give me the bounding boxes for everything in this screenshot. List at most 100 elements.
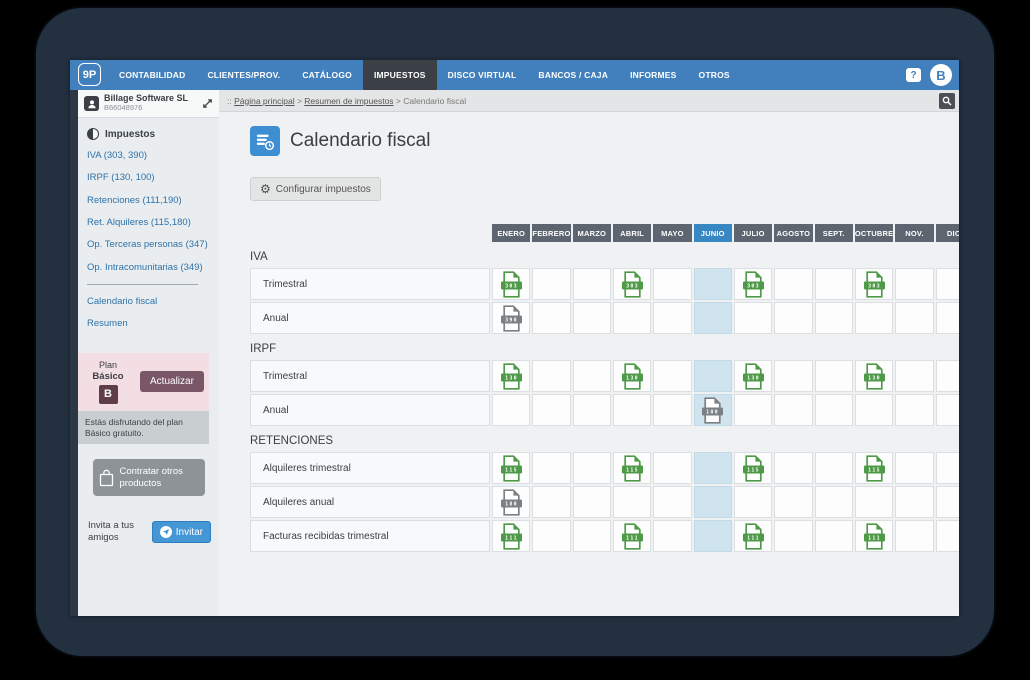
calendar-cell-retenciones-alquileres-anual-mayo (653, 486, 692, 518)
calendar-cell-retenciones-alquileres-anual-enero: 180 (492, 486, 531, 518)
svg-text:303: 303 (747, 283, 760, 289)
calendar-cell-irpf-trimestral-enero: 130 (492, 360, 531, 392)
tax-form-303-icon[interactable]: 303 (621, 270, 644, 298)
tax-form-100-icon[interactable]: 100 (701, 396, 724, 424)
calendar-cell-retenciones-alquileres-trimestral-nov (895, 452, 934, 484)
sidebar-link-resumen[interactable]: Resumen (87, 318, 128, 330)
help-icon[interactable]: ? (906, 68, 921, 82)
tax-form-303-icon[interactable]: 303 (500, 270, 523, 298)
nav-item-otros[interactable]: OTROS (698, 70, 730, 80)
calendar-cell-irpf-trimestral-nov (895, 360, 934, 392)
calendar-cell-retenciones-alquileres-trimestral-mayo (653, 452, 692, 484)
sidebar-link-retenciones-111-190[interactable]: Retenciones (111,190) (87, 194, 182, 206)
nav-item-contabilidad[interactable]: CONTABILIDAD (119, 70, 186, 80)
month-header-nov[interactable]: NOV. (895, 224, 934, 242)
tax-form-130-icon[interactable]: 130 (621, 362, 644, 390)
month-header-febrero[interactable]: FEBRERO (532, 224, 571, 242)
calendar-cell-retenciones-facturas-recibidas-trimestral-mayo (653, 520, 692, 552)
month-header-junio[interactable]: JUNIO (693, 224, 732, 242)
sidebar-link-calendario-fiscal[interactable]: Calendario fiscal (87, 296, 158, 308)
section-title-irpf: IRPF (250, 343, 277, 355)
calendar-cell-retenciones-alquileres-trimestral-junio (693, 452, 732, 484)
tax-form-115-icon[interactable]: 115 (742, 454, 765, 482)
plan-label: Plan Básico B (83, 360, 133, 404)
tax-form-111-icon[interactable]: 111 (742, 522, 765, 550)
calendar-row-label-alquileres-trimestral: Alquileres trimestral (250, 452, 490, 484)
calendar-cell-irpf-trimestral-julio: 130 (733, 360, 773, 392)
month-header-mayo[interactable]: MAYO (653, 224, 692, 242)
svg-text:115: 115 (626, 467, 639, 473)
tax-form-390-icon[interactable]: 390 (500, 304, 523, 332)
page-title: Calendario fiscal (290, 130, 431, 151)
calendar-cell-retenciones-facturas-recibidas-trimestral-agosto (774, 520, 813, 552)
calendar-cell-irpf-trimestral-dic (935, 360, 959, 392)
calendar-cell-retenciones-facturas-recibidas-trimestral-enero: 111 (492, 520, 531, 552)
user-avatar[interactable]: B (930, 64, 952, 86)
tax-form-111-icon[interactable]: 111 (863, 522, 886, 550)
search-button[interactable] (939, 92, 955, 109)
calendar-cell-irpf-anual-mayo (653, 394, 692, 426)
breadcrumb-link-p-gina-principal[interactable]: Página principal (234, 95, 295, 106)
tax-form-303-icon[interactable]: 303 (863, 270, 886, 298)
collapse-sidebar-icon[interactable] (202, 98, 213, 109)
calendar-cell-iva-anual-enero: 390 (492, 302, 531, 334)
nav-item-bancos-caja[interactable]: BANCOS / CAJA (538, 70, 609, 80)
company-name: Billage Software SL (104, 93, 189, 104)
tax-form-115-icon[interactable]: 115 (621, 454, 644, 482)
tax-form-130-icon[interactable]: 130 (500, 362, 523, 390)
svg-text:390: 390 (505, 317, 518, 323)
month-header-julio[interactable]: JULIO (733, 224, 773, 242)
sidebar-link-iva-303-390[interactable]: IVA (303, 390) (87, 150, 148, 161)
tax-form-115-icon[interactable]: 115 (863, 454, 886, 482)
calendar-cell-iva-trimestral-enero: 303 (492, 268, 531, 300)
nav-item-cat-logo[interactable]: CATÁLOGO (302, 70, 352, 80)
month-header-marzo[interactable]: MARZO (572, 224, 611, 242)
tax-form-111-icon[interactable]: 111 (621, 522, 644, 550)
calendar-cell-iva-trimestral-nov (895, 268, 934, 300)
calendar-cell-iva-trimestral-junio (693, 268, 732, 300)
calendar-cell-retenciones-alquileres-anual-nov (895, 486, 934, 518)
calendar-cell-retenciones-alquileres-trimestral-abril: 115 (612, 452, 652, 484)
calendar-cell-retenciones-alquileres-anual-junio (693, 486, 732, 518)
invite-button[interactable]: Invitar (151, 521, 211, 544)
month-header-abril[interactable]: ABRIL (612, 224, 652, 242)
sidebar-link-op-terceras-personas-347[interactable]: Op. Terceras personas (347) (87, 239, 208, 251)
nav-right: ? B (906, 60, 959, 90)
nav-item-clientes-prov[interactable]: CLIENTES/PROV. (207, 70, 281, 80)
month-header-agosto[interactable]: AGOSTO (774, 224, 813, 242)
page-header: Calendario fiscal (250, 126, 943, 156)
upgrade-plan-button[interactable]: Actualizar (140, 371, 204, 393)
tax-form-303-icon[interactable]: 303 (742, 270, 765, 298)
sidebar-link-ret-alquileres-115-180[interactable]: Ret. Alquileres (115,180) (87, 217, 191, 229)
sidebar-link-op-intracomunitarias-349[interactable]: Op. Intracomunitarias (349) (87, 261, 203, 273)
billage-logo-icon[interactable]: 9P (78, 63, 101, 86)
nav-item-impuestos[interactable]: IMPUESTOS (362, 60, 437, 90)
month-header-sept[interactable]: SEPT. (814, 224, 853, 242)
nav-item-informes[interactable]: INFORMES (630, 70, 677, 80)
tax-form-130-icon[interactable]: 130 (863, 362, 886, 390)
month-header-dic[interactable]: DIC. (935, 224, 959, 242)
tax-form-180-icon[interactable]: 180 (500, 488, 523, 516)
configure-taxes-button[interactable]: ⚙ Configurar impuestos (250, 177, 381, 201)
month-header-enero[interactable]: ENERO (492, 224, 531, 242)
svg-text:303: 303 (626, 283, 639, 289)
invite-row: Invita a tus amigos Invitar (88, 520, 211, 545)
nav-item-disco-virtual[interactable]: DISCO VIRTUAL (447, 70, 517, 80)
tax-form-130-icon[interactable]: 130 (742, 362, 765, 390)
calendar-cell-iva-anual-abril (612, 302, 652, 334)
sidebar-divider (87, 284, 198, 286)
calendar-cell-iva-anual-octubre (854, 302, 894, 334)
sidebar-links-secondary: Calendario fiscal Resumen (87, 296, 210, 331)
section-iva: IVA Trimestral 303 303 303 303 Anual 390 (250, 251, 959, 334)
breadcrumb-link-resumen-de-impuestos[interactable]: Resumen de impuestos (304, 95, 394, 106)
month-header-row: ENERO FEBRERO MARZO ABRIL MAYO JUNIO JULIO AGOS… (250, 224, 959, 242)
tax-form-111-icon[interactable]: 111 (500, 522, 523, 550)
calendar-row-label-anual: Anual (250, 302, 490, 334)
sidebar-link-irpf-130-100[interactable]: IRPF (130, 100) (87, 172, 155, 184)
month-header-octubre[interactable]: OCTUBRE (854, 224, 894, 242)
contract-products-button[interactable]: Contratar otros productos (92, 459, 205, 496)
calendar-cell-retenciones-facturas-recibidas-trimestral-febrero (532, 520, 571, 552)
svg-text:115: 115 (505, 467, 518, 473)
tax-form-115-icon[interactable]: 115 (500, 454, 523, 482)
calendar-cell-irpf-trimestral-agosto (774, 360, 813, 392)
